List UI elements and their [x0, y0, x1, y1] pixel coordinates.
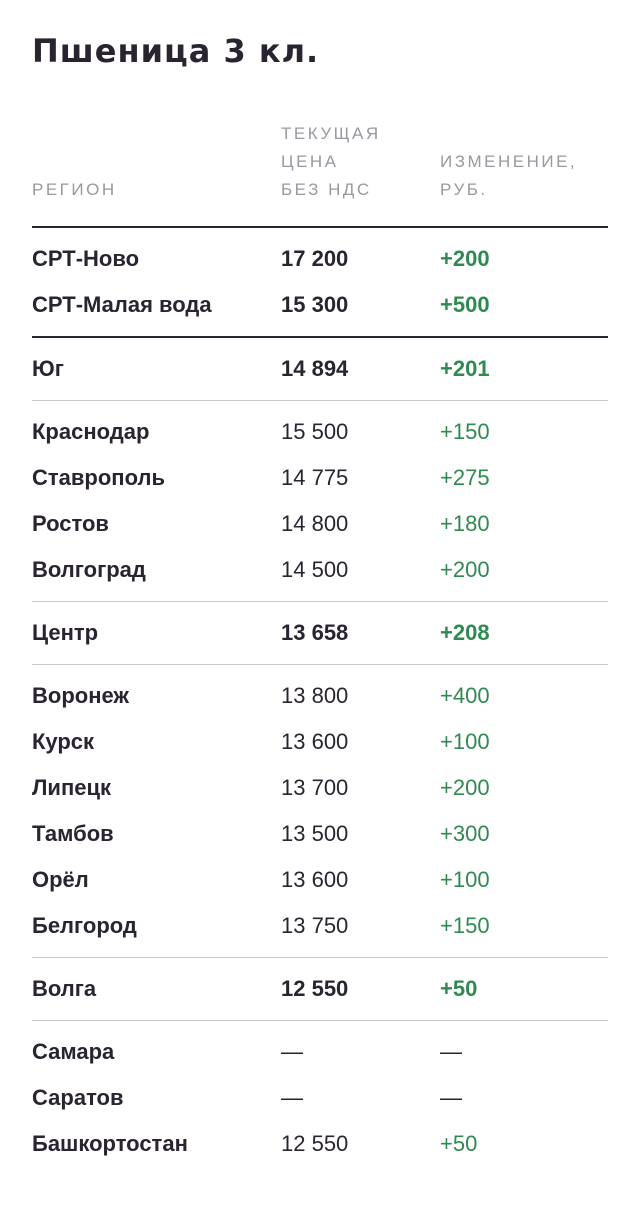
change-value: +200 — [440, 246, 490, 271]
divider — [32, 336, 608, 338]
price-value: 13 500 — [281, 821, 349, 846]
table-row: Волгоград 14 500 +200 — [32, 547, 608, 593]
column-header-price: ТЕКУЩАЯ ЦЕНА БЕЗ НДС — [281, 120, 421, 204]
region-name: Тамбов — [32, 821, 114, 846]
table-row: Тамбов 13 500 +300 — [32, 811, 608, 857]
region-name: СРТ-Ново — [32, 246, 140, 271]
table-row: Саратов — — — [32, 1075, 608, 1121]
table-row: Краснодар 15 500 +150 — [32, 409, 608, 455]
table-row: Ставрополь 14 775 +275 — [32, 455, 608, 501]
region-name: Самара — [32, 1039, 115, 1064]
change-value: +200 — [440, 775, 490, 800]
column-header-region: РЕГИОН — [32, 176, 117, 204]
change-value: +201 — [440, 356, 490, 381]
region-name: Воронеж — [32, 683, 130, 708]
region-name: Ставрополь — [32, 465, 165, 490]
region-name: Саратов — [32, 1085, 124, 1110]
region-name: Орёл — [32, 867, 89, 892]
price-value: 14 775 — [281, 465, 349, 490]
region-name: Ростов — [32, 511, 109, 536]
change-value: +500 — [440, 292, 490, 317]
price-value: 12 550 — [281, 976, 349, 1001]
table-row: СРТ-Малая вода 15 300 +500 — [32, 282, 608, 328]
price-value: 13 658 — [281, 620, 349, 645]
summary-row-south: Юг 14 894 +201 — [32, 338, 608, 400]
summary-row-center: Центр 13 658 +208 — [32, 602, 608, 664]
price-value: — — [281, 1039, 303, 1064]
divider — [32, 1020, 608, 1021]
price-value: 15 500 — [281, 419, 349, 444]
divider — [32, 957, 608, 958]
change-value: +208 — [440, 620, 490, 645]
change-value: +50 — [440, 1131, 478, 1156]
price-value: 12 550 — [281, 1131, 349, 1156]
change-value: +180 — [440, 511, 490, 536]
price-value: 14 500 — [281, 557, 349, 582]
table-row: Белгород 13 750 +150 — [32, 903, 608, 949]
divider — [32, 400, 608, 401]
region-name: Юг — [32, 356, 64, 381]
price-value: 13 600 — [281, 867, 349, 892]
region-name: Волгоград — [32, 557, 146, 582]
price-value: — — [281, 1085, 303, 1110]
page-title: Пшеница 3 кл. — [32, 32, 320, 70]
price-value: 13 800 — [281, 683, 349, 708]
change-value: +100 — [440, 867, 490, 892]
region-name: Башкортостан — [32, 1131, 188, 1156]
price-value: 17 200 — [281, 246, 349, 271]
region-name: Центр — [32, 620, 99, 645]
column-header-price-line: ТЕКУЩАЯ — [281, 124, 381, 143]
table-row: СРТ-Ново 17 200 +200 — [32, 236, 608, 282]
region-name: Курск — [32, 729, 95, 754]
change-value: — — [440, 1085, 462, 1110]
price-value: 15 300 — [281, 292, 349, 317]
change-value: +150 — [440, 913, 490, 938]
table-row: Самара — — — [32, 1029, 608, 1075]
change-value: +200 — [440, 557, 490, 582]
column-header-price-line: БЕЗ НДС — [281, 180, 372, 199]
change-value: +50 — [440, 976, 478, 1001]
change-value: +400 — [440, 683, 490, 708]
region-name: Белгород — [32, 913, 137, 938]
region-name: СРТ-Малая вода — [32, 292, 212, 317]
price-value: 13 600 — [281, 729, 349, 754]
divider — [32, 601, 608, 602]
region-name: Липецк — [32, 775, 112, 800]
table-body: СРТ-Ново 17 200 +200 СРТ-Малая вода 15 3… — [32, 228, 608, 1167]
table-row: Ростов 14 800 +180 — [32, 501, 608, 547]
column-header-region-label: РЕГИОН — [32, 180, 117, 199]
region-name: Краснодар — [32, 419, 150, 444]
change-value: +300 — [440, 821, 490, 846]
table-header: РЕГИОН ТЕКУЩАЯ ЦЕНА БЕЗ НДС ИЗМЕНЕНИЕ, Р… — [32, 122, 608, 228]
price-value: 14 894 — [281, 356, 349, 381]
table-row: Курск 13 600 +100 — [32, 719, 608, 765]
table-row: Башкортостан 12 550 +50 — [32, 1121, 608, 1167]
divider — [32, 664, 608, 665]
column-header-change-line: РУБ. — [440, 180, 488, 199]
column-header-change: ИЗМЕНЕНИЕ, РУБ. — [440, 148, 610, 204]
change-value: +100 — [440, 729, 490, 754]
region-name: Волга — [32, 976, 97, 1001]
change-value: +150 — [440, 419, 490, 444]
price-value: 13 700 — [281, 775, 349, 800]
table-row: Липецк 13 700 +200 — [32, 765, 608, 811]
summary-row-volga: Волга 12 550 +50 — [32, 958, 608, 1020]
column-header-price-line: ЦЕНА — [281, 152, 339, 171]
price-value: 13 750 — [281, 913, 349, 938]
column-header-change-line: ИЗМЕНЕНИЕ, — [440, 152, 578, 171]
table-row: Воронеж 13 800 +400 — [32, 673, 608, 719]
change-value: +275 — [440, 465, 490, 490]
table-row: Орёл 13 600 +100 — [32, 857, 608, 903]
price-value: 14 800 — [281, 511, 349, 536]
change-value: — — [440, 1039, 462, 1064]
